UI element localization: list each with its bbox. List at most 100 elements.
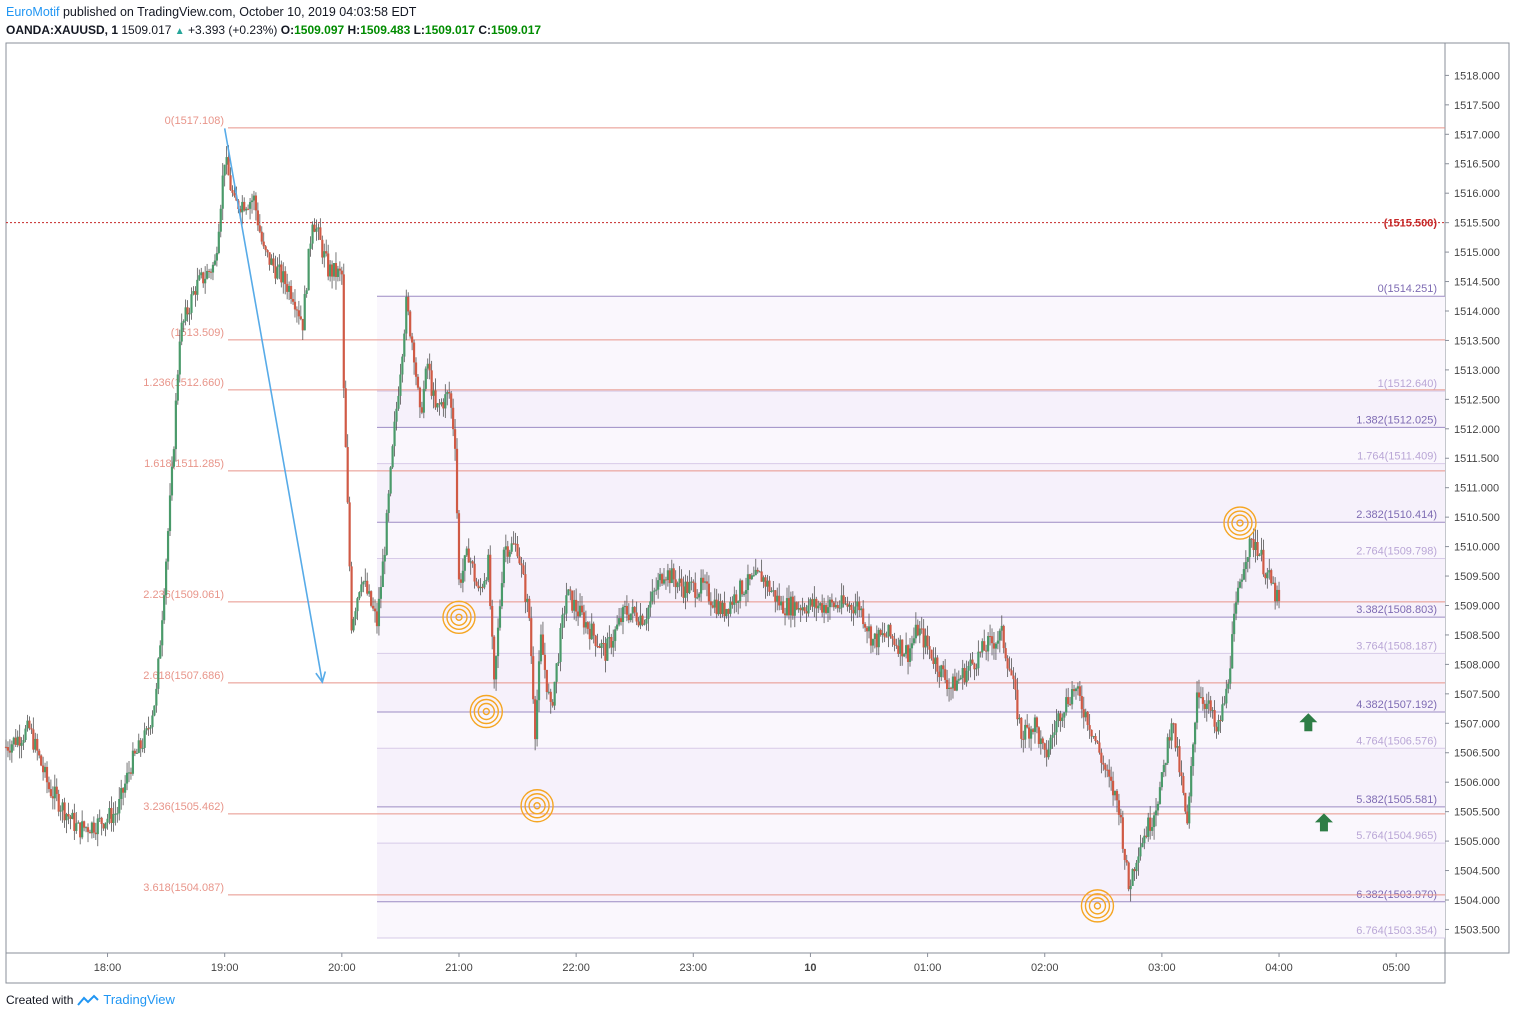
candle-body xyxy=(47,782,51,790)
candle-body xyxy=(241,201,244,213)
y-tick-label: 1508.000 xyxy=(1454,659,1500,671)
candle-body xyxy=(1215,726,1218,732)
candle-body xyxy=(247,208,250,210)
candle-body xyxy=(245,208,248,211)
candle-body xyxy=(1065,697,1068,713)
fib-left-label: 3.236(1505.462) xyxy=(143,801,224,813)
candle-body xyxy=(981,641,984,653)
candle-body xyxy=(588,628,591,640)
candle-body xyxy=(1272,582,1275,584)
candle-body xyxy=(172,449,176,467)
candle-body xyxy=(719,601,722,614)
candle-body xyxy=(504,546,507,550)
candle-body xyxy=(569,589,572,591)
high-label: H: xyxy=(347,23,361,37)
candle-body xyxy=(207,270,211,272)
candle-body xyxy=(215,252,218,261)
candle-body xyxy=(354,611,357,620)
candle-body xyxy=(617,618,621,625)
candle-body xyxy=(1154,810,1158,816)
candle-body xyxy=(965,670,968,683)
target-ring xyxy=(520,789,554,823)
author-link[interactable]: EuroMotif xyxy=(6,5,60,19)
candle-body xyxy=(338,268,341,271)
candle-body xyxy=(1197,692,1201,698)
y-tick-label: 1513.000 xyxy=(1454,365,1500,377)
candle-body xyxy=(565,595,568,614)
candle-body xyxy=(694,582,697,598)
candle-body xyxy=(366,580,369,594)
candle-body xyxy=(582,612,586,628)
candle-body xyxy=(61,802,64,811)
candle-body xyxy=(442,402,445,409)
candle-body xyxy=(990,636,994,644)
tradingview-link[interactable]: TradingView xyxy=(103,992,175,1007)
candle-body xyxy=(1033,717,1037,732)
candle-body xyxy=(653,590,656,592)
candle-body xyxy=(645,619,648,624)
y-tick-label: 1515.000 xyxy=(1454,247,1500,259)
candle-body xyxy=(821,603,824,613)
x-tick-label: 01:00 xyxy=(914,962,942,974)
candle-body xyxy=(153,705,156,716)
candle-body xyxy=(824,605,828,613)
y-tick-label: 1504.000 xyxy=(1454,895,1500,907)
candle-body xyxy=(79,822,82,838)
candle-body xyxy=(1117,800,1121,815)
candle-body xyxy=(848,604,851,607)
candle-body xyxy=(1260,549,1263,555)
candle-body xyxy=(834,605,837,608)
candle-body xyxy=(649,601,652,608)
candle-body xyxy=(643,623,646,625)
candle-body xyxy=(557,661,560,664)
candle-body xyxy=(537,661,541,701)
candle-body xyxy=(198,275,201,280)
fib-left-label: 3.618(1504.087) xyxy=(143,882,224,894)
candle-body xyxy=(364,580,367,582)
candle-body xyxy=(1244,561,1247,570)
candle-body xyxy=(77,822,80,824)
candle-body xyxy=(801,607,804,611)
candle-body xyxy=(8,750,12,753)
candle-body xyxy=(752,575,755,577)
candle-body xyxy=(485,579,488,582)
candle-body xyxy=(629,613,632,621)
candle-body xyxy=(949,687,953,689)
candle-body xyxy=(944,669,947,680)
candle-body xyxy=(1170,723,1173,741)
candle-body xyxy=(561,614,564,629)
candle-body xyxy=(1201,697,1204,704)
candle-body xyxy=(920,628,923,630)
candle-body xyxy=(202,272,205,284)
fib-right-band xyxy=(377,901,1445,939)
candle-body xyxy=(272,258,275,266)
candle-body xyxy=(879,629,882,635)
y-tick-label: 1513.500 xyxy=(1454,335,1500,347)
candle-body xyxy=(635,612,638,622)
candle-body xyxy=(1074,688,1078,692)
candle-body xyxy=(174,400,177,450)
candle-body xyxy=(889,624,892,636)
candle-body xyxy=(373,608,377,612)
candle-body xyxy=(69,816,72,819)
candle-body xyxy=(1229,668,1232,684)
candle-body xyxy=(1067,697,1070,705)
candle-body xyxy=(1080,696,1083,710)
candle-body xyxy=(539,634,543,662)
candle-body xyxy=(795,602,798,610)
y-tick-label: 1509.000 xyxy=(1454,600,1500,612)
candle-body xyxy=(805,611,808,614)
candle-body xyxy=(793,602,796,616)
candle-body xyxy=(698,593,701,598)
candle-body xyxy=(619,618,623,623)
candle-body xyxy=(63,802,66,821)
candle-body xyxy=(1168,737,1171,741)
candle-body xyxy=(1205,703,1208,709)
candle-body xyxy=(631,606,634,614)
candle-body xyxy=(906,645,910,662)
candle-body xyxy=(1223,703,1226,705)
candle-body xyxy=(787,598,791,616)
candle-body xyxy=(1094,736,1097,741)
candle-body xyxy=(547,691,550,693)
